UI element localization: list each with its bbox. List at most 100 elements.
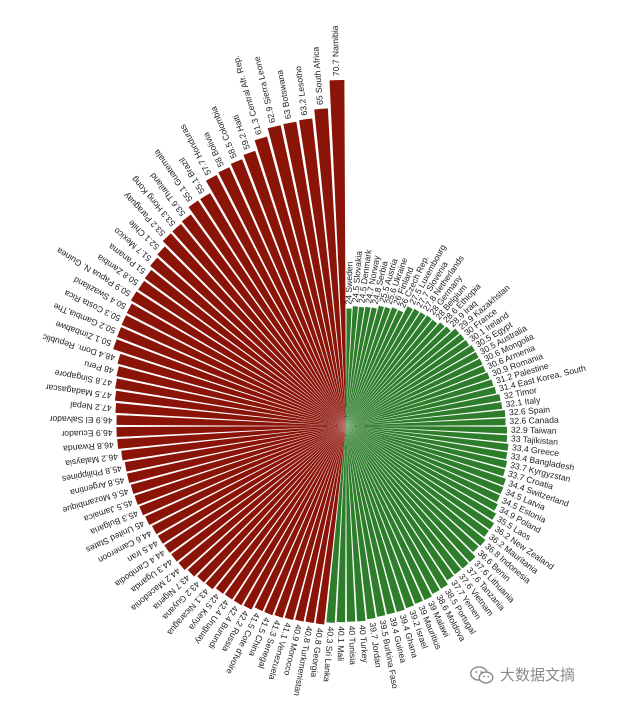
bar-label: 24.5 Slovakia [350, 250, 364, 302]
bar [314, 108, 346, 426]
bar [121, 426, 346, 461]
bar [346, 322, 445, 426]
bar [346, 426, 508, 468]
bar [346, 315, 432, 426]
bar [164, 426, 346, 553]
bar [224, 426, 346, 600]
bar [114, 390, 347, 426]
bar [346, 305, 384, 426]
bar [267, 125, 346, 426]
bar [346, 426, 462, 575]
bar [346, 351, 479, 426]
bar-label: 46.9 Ecuador [61, 428, 113, 439]
bar [116, 366, 347, 426]
bar [326, 426, 346, 623]
bar [284, 426, 346, 621]
bar [336, 426, 346, 623]
bar [346, 426, 504, 494]
bar-label: 24 Sweden [343, 261, 354, 304]
bar [346, 426, 396, 615]
bar [145, 426, 346, 526]
bar [117, 426, 346, 449]
bar [157, 426, 346, 544]
bar [205, 175, 346, 426]
bar-label: 63 Botswana [274, 69, 293, 120]
bar [346, 426, 479, 553]
bar-label: 46.9 El Salvador [49, 414, 112, 426]
bar [215, 426, 346, 594]
bar [346, 402, 503, 426]
bar [130, 291, 346, 426]
bar [346, 307, 398, 426]
bar [295, 426, 346, 622]
bar [346, 426, 495, 530]
bar [346, 306, 365, 426]
bar [346, 312, 426, 426]
bar [346, 326, 451, 426]
wechat-icon [470, 665, 494, 684]
bar [138, 280, 346, 426]
bar [346, 410, 506, 426]
bar [346, 426, 508, 434]
watermark: 大数据文摘 [470, 664, 575, 685]
bar [346, 426, 489, 537]
bar [346, 426, 509, 451]
bar [315, 426, 346, 625]
bar [346, 394, 501, 426]
bar [283, 121, 346, 427]
bar [116, 426, 346, 437]
bar [346, 426, 386, 617]
bar [264, 426, 346, 616]
bar-label: 40 Turkey [357, 625, 370, 664]
bar-label: 40.1 Mali [336, 626, 347, 661]
bar [346, 426, 498, 511]
bar [117, 353, 346, 426]
bar [187, 426, 346, 577]
bar [346, 306, 413, 426]
bar [126, 303, 346, 426]
bar [346, 426, 508, 460]
bar [151, 426, 346, 535]
bar-label: 32.6 Canada [509, 415, 559, 426]
bar [124, 426, 346, 472]
bar [171, 426, 346, 562]
bar [233, 426, 346, 606]
bar [346, 426, 423, 604]
bar [346, 306, 358, 426]
bar [117, 327, 346, 426]
bars-group [113, 80, 509, 625]
bar-label: 32.6 Spain [509, 404, 551, 417]
bar [346, 426, 469, 569]
bar [121, 315, 346, 426]
bar [126, 426, 346, 483]
bar [115, 402, 346, 426]
bar [346, 319, 438, 426]
bar [346, 379, 494, 426]
bar-label: 70.7 Namibia [330, 25, 341, 76]
bar [346, 308, 420, 426]
bar [230, 159, 346, 426]
bar [346, 426, 366, 622]
bar-label: 40 Tunisia [347, 626, 358, 666]
bar [346, 365, 486, 426]
bar [346, 426, 506, 477]
bar-label: 32.1 Italy [505, 395, 542, 410]
bar [157, 246, 346, 426]
bar [346, 307, 377, 426]
bar [162, 233, 346, 426]
bar [346, 426, 414, 609]
bar [346, 426, 405, 613]
bar [346, 426, 506, 486]
bar [346, 306, 371, 426]
bar [346, 426, 497, 520]
bar [218, 167, 346, 427]
bar [188, 200, 346, 426]
bar [243, 150, 346, 426]
bar [113, 339, 346, 426]
watermark-text: 大数据文摘 [500, 666, 576, 684]
bar-label: 40.3 Sri Lanka [322, 626, 336, 682]
bar [346, 426, 440, 594]
bar [346, 426, 376, 620]
bar-label: 33 Tajikistan [511, 433, 559, 447]
bar-label: 46.8 Rwanda [63, 440, 114, 454]
